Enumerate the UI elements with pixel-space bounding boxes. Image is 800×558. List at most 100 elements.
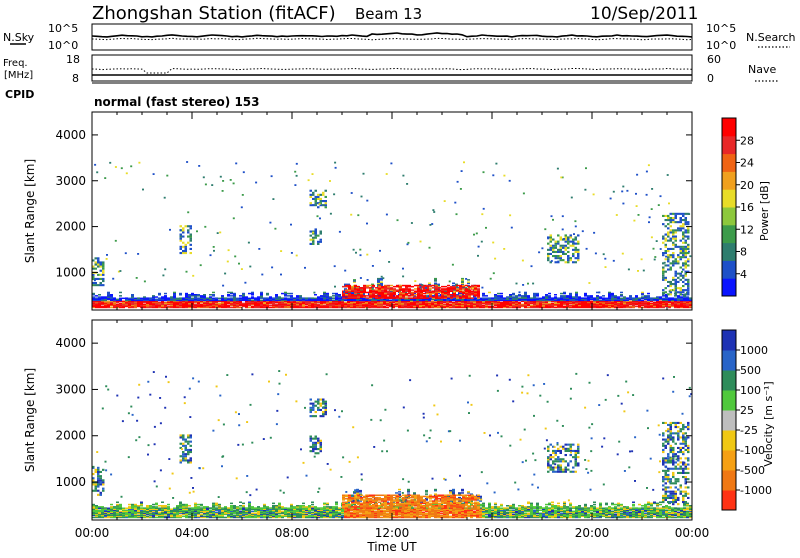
data-cell bbox=[509, 180, 511, 182]
data-cell bbox=[662, 293, 665, 295]
data-cell bbox=[221, 507, 224, 509]
data-cell bbox=[670, 283, 673, 285]
data-cell bbox=[128, 298, 131, 300]
data-cell bbox=[320, 298, 323, 300]
data-cell bbox=[266, 293, 269, 295]
data-cell bbox=[638, 297, 641, 299]
data-cell bbox=[552, 247, 555, 249]
data-cell bbox=[222, 285, 224, 287]
data-cell bbox=[512, 293, 515, 295]
data-cell bbox=[200, 507, 203, 509]
data-cell bbox=[134, 504, 137, 506]
data-cell bbox=[602, 295, 605, 297]
data-cell bbox=[560, 239, 563, 241]
data-cell bbox=[169, 229, 171, 231]
data-cell bbox=[182, 297, 185, 299]
data-cell bbox=[213, 246, 215, 248]
data-cell bbox=[572, 255, 575, 257]
data-cell bbox=[196, 230, 198, 232]
data-cell bbox=[278, 296, 281, 298]
data-cell bbox=[182, 516, 185, 518]
data-cell bbox=[682, 223, 685, 225]
data-cell bbox=[555, 255, 558, 257]
data-cell bbox=[567, 243, 570, 245]
data-cell bbox=[275, 508, 278, 510]
data-cell bbox=[481, 241, 483, 243]
data-cell bbox=[506, 296, 509, 298]
data-cell bbox=[562, 245, 565, 247]
data-cell bbox=[304, 267, 306, 269]
data-cell bbox=[557, 241, 560, 243]
data-cell bbox=[686, 296, 689, 298]
data-cell bbox=[557, 243, 560, 245]
data-cell bbox=[667, 215, 670, 217]
data-cell bbox=[342, 297, 345, 299]
data-cell bbox=[481, 287, 483, 289]
data-cell bbox=[350, 512, 353, 513]
station-title: Zhongshan Station (fitACF) bbox=[92, 3, 336, 24]
data-cell bbox=[296, 175, 298, 177]
data-cell bbox=[251, 296, 254, 298]
data-cell bbox=[685, 229, 688, 231]
data-cell bbox=[637, 270, 639, 272]
data-cell bbox=[355, 252, 357, 254]
data-cell bbox=[230, 297, 233, 299]
data-cell bbox=[149, 505, 152, 507]
data-cell bbox=[682, 213, 685, 215]
data-cell bbox=[350, 214, 352, 216]
data-cell bbox=[570, 236, 573, 238]
data-cell bbox=[687, 283, 690, 285]
data-cell bbox=[629, 306, 632, 308]
data-cell bbox=[582, 230, 584, 232]
data-cell bbox=[667, 248, 670, 250]
data-cell bbox=[302, 297, 305, 299]
data-cell bbox=[533, 293, 536, 295]
data-cell bbox=[399, 285, 402, 287]
data-cell bbox=[677, 227, 680, 229]
data-cell bbox=[671, 297, 674, 299]
data-cell bbox=[547, 259, 550, 261]
data-cell bbox=[562, 251, 565, 253]
data-cell bbox=[119, 298, 122, 300]
data-cell bbox=[185, 225, 188, 227]
nsky-label: N.Sky bbox=[3, 31, 35, 44]
data-cell bbox=[571, 197, 573, 199]
data-cell bbox=[552, 219, 554, 221]
data-cell bbox=[239, 507, 242, 509]
data-cell bbox=[281, 511, 284, 512]
data-cell bbox=[577, 234, 580, 236]
data-cell bbox=[372, 288, 374, 290]
data-cell bbox=[552, 245, 555, 247]
data-cell bbox=[675, 229, 678, 231]
data-cell bbox=[402, 276, 404, 278]
data-cell bbox=[688, 213, 690, 215]
freq-trace bbox=[92, 69, 692, 74]
data-cell bbox=[200, 514, 203, 516]
data-cell bbox=[167, 504, 170, 506]
data-cell bbox=[672, 221, 675, 223]
data-cell bbox=[248, 293, 251, 295]
data-cell bbox=[158, 508, 161, 510]
nsky-tick-bottom: 10^0 bbox=[48, 39, 78, 52]
data-cell bbox=[275, 294, 278, 296]
data-cell bbox=[386, 307, 389, 309]
data-cell bbox=[366, 292, 369, 294]
data-cell bbox=[353, 249, 355, 251]
data-cell bbox=[335, 506, 338, 508]
data-cell bbox=[344, 270, 346, 272]
data-cell bbox=[236, 506, 239, 508]
data-cell bbox=[471, 291, 474, 293]
data-cell bbox=[667, 264, 670, 266]
data-cell bbox=[685, 246, 688, 248]
data-cell bbox=[672, 213, 675, 215]
ytick-label: 4000 bbox=[55, 128, 86, 142]
data-cell bbox=[672, 229, 675, 231]
data-cell bbox=[682, 262, 685, 264]
data-cell bbox=[158, 302, 161, 304]
data-cell bbox=[390, 285, 393, 287]
data-cell bbox=[608, 298, 611, 300]
data-cell bbox=[675, 281, 678, 283]
data-cell bbox=[155, 503, 158, 505]
data-cell bbox=[109, 162, 111, 164]
data-cell bbox=[503, 248, 505, 250]
